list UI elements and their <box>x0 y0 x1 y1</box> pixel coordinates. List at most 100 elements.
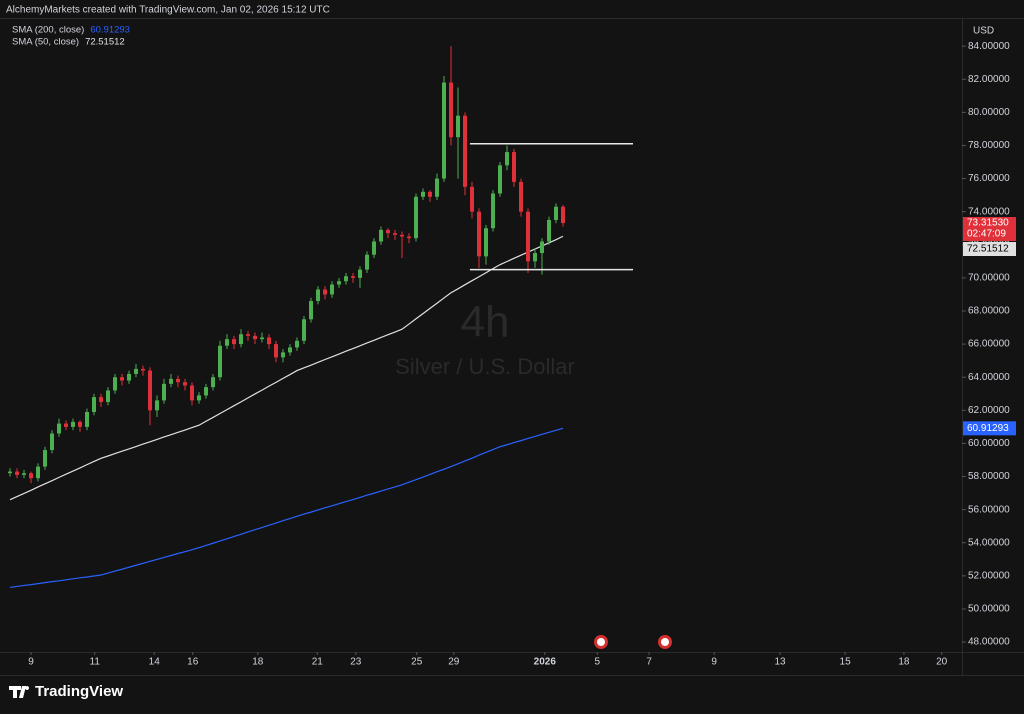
y-tick-label: 68.00000 <box>968 306 1010 317</box>
x-tick-label: 13 <box>774 657 786 668</box>
candle-body <box>148 370 153 411</box>
y-tick-label: 52.00000 <box>968 570 1010 581</box>
y-tick-label: 82.00000 <box>968 74 1010 85</box>
x-tick-label: 21 <box>312 657 324 668</box>
y-tick-label: 50.00000 <box>968 604 1010 615</box>
event-icons <box>594 635 672 649</box>
candle-body <box>421 191 426 197</box>
candle-body <box>344 276 349 282</box>
candle-body <box>323 289 328 295</box>
candle-body <box>456 115 461 138</box>
candle-body <box>302 319 307 341</box>
candle-body <box>253 335 258 340</box>
y-tick-label: 54.00000 <box>968 537 1010 548</box>
candle-body <box>358 269 363 278</box>
candle-body <box>393 233 398 235</box>
candle-body <box>295 340 300 348</box>
candle-body <box>134 368 139 374</box>
candle-body <box>435 178 440 197</box>
candle-body <box>64 423 69 427</box>
x-tick-label: 18 <box>898 657 910 668</box>
candle-body <box>43 450 48 467</box>
candle-body <box>288 347 293 353</box>
candle-body <box>92 397 97 412</box>
candle-body <box>141 368 146 371</box>
candle-body <box>246 334 251 336</box>
watermark-interval: 4h <box>461 298 510 347</box>
y-tick-label: 80.00000 <box>968 107 1010 118</box>
sma-price-box <box>963 421 1016 436</box>
candle-body <box>484 228 489 257</box>
brand: TradingView <box>35 683 123 700</box>
candle-body <box>267 337 272 345</box>
y-tick-label: 66.00000 <box>968 339 1010 350</box>
candle-body <box>169 378 174 384</box>
candle-body <box>386 229 391 234</box>
y-tick-label: 84.00000 <box>968 41 1010 52</box>
candle-body <box>99 397 104 403</box>
candle-body <box>533 253 538 262</box>
candle-body <box>470 186 475 212</box>
candle-body <box>274 344 279 358</box>
x-tick-label: 9 <box>711 657 717 668</box>
candle-body <box>183 382 188 386</box>
candle-body <box>225 339 230 346</box>
candle-body <box>162 383 167 401</box>
candle-body <box>554 206 559 220</box>
y-tick-label: 70.00000 <box>968 273 1010 284</box>
last-price-box <box>963 217 1016 242</box>
x-tick-label: 15 <box>840 657 852 668</box>
candle-body <box>78 421 83 427</box>
candle-body <box>15 471 20 475</box>
candle-body <box>540 241 545 254</box>
x-tick-label: 25 <box>411 657 423 668</box>
candle-body <box>351 276 356 278</box>
x-tick-label: 20 <box>936 657 948 668</box>
candle-body <box>372 241 377 255</box>
sma-price-label: 72.51512 <box>967 244 1009 255</box>
candle-body <box>190 385 195 401</box>
candle-body <box>155 400 160 411</box>
candle-body <box>50 433 55 451</box>
y-tick-label: 48.00000 <box>968 637 1010 648</box>
candle-body <box>491 193 496 229</box>
candle-body <box>57 423 62 434</box>
y-tick-label: 56.00000 <box>968 504 1010 515</box>
candle-body <box>71 421 76 427</box>
x-tick-label: 11 <box>90 657 101 668</box>
candle-body <box>113 377 118 391</box>
x-tick-label: 2026 <box>534 657 557 668</box>
candle-body <box>106 390 111 403</box>
x-tick-label: 7 <box>646 657 652 668</box>
candle-body <box>85 411 90 427</box>
x-tick-label: 18 <box>252 657 264 668</box>
sma-line <box>9 235 564 501</box>
x-tick-label: 16 <box>187 657 199 668</box>
candle-body <box>505 152 510 166</box>
candle-body <box>477 211 482 257</box>
candle-body <box>512 152 517 182</box>
legend-name: SMA (200, close) <box>12 25 84 36</box>
credit: AlchemyMarkets created with TradingView.… <box>6 5 330 16</box>
y-tick-label: 64.00000 <box>968 372 1010 383</box>
candle-body <box>29 473 34 479</box>
legend-name: SMA (50, close) <box>12 37 79 48</box>
last-price-label: 73.31530 <box>967 218 1009 229</box>
sma-price-label: 60.91293 <box>967 423 1009 434</box>
x-tick-label: 14 <box>149 657 161 668</box>
brand-logo <box>9 686 30 698</box>
candle-body <box>204 387 209 396</box>
watermark-symbol: Silver / U.S. Dollar <box>395 354 575 379</box>
sma-line <box>9 427 564 589</box>
candle-body <box>498 165 503 194</box>
candle-body <box>239 334 244 345</box>
candle-body <box>519 181 524 212</box>
x-tick-label: 5 <box>595 657 601 668</box>
y-tick-label: 62.00000 <box>968 405 1010 416</box>
candle-body <box>337 281 342 285</box>
candle-body <box>463 115 468 187</box>
candle-body <box>407 236 412 239</box>
candle-body <box>449 82 454 138</box>
